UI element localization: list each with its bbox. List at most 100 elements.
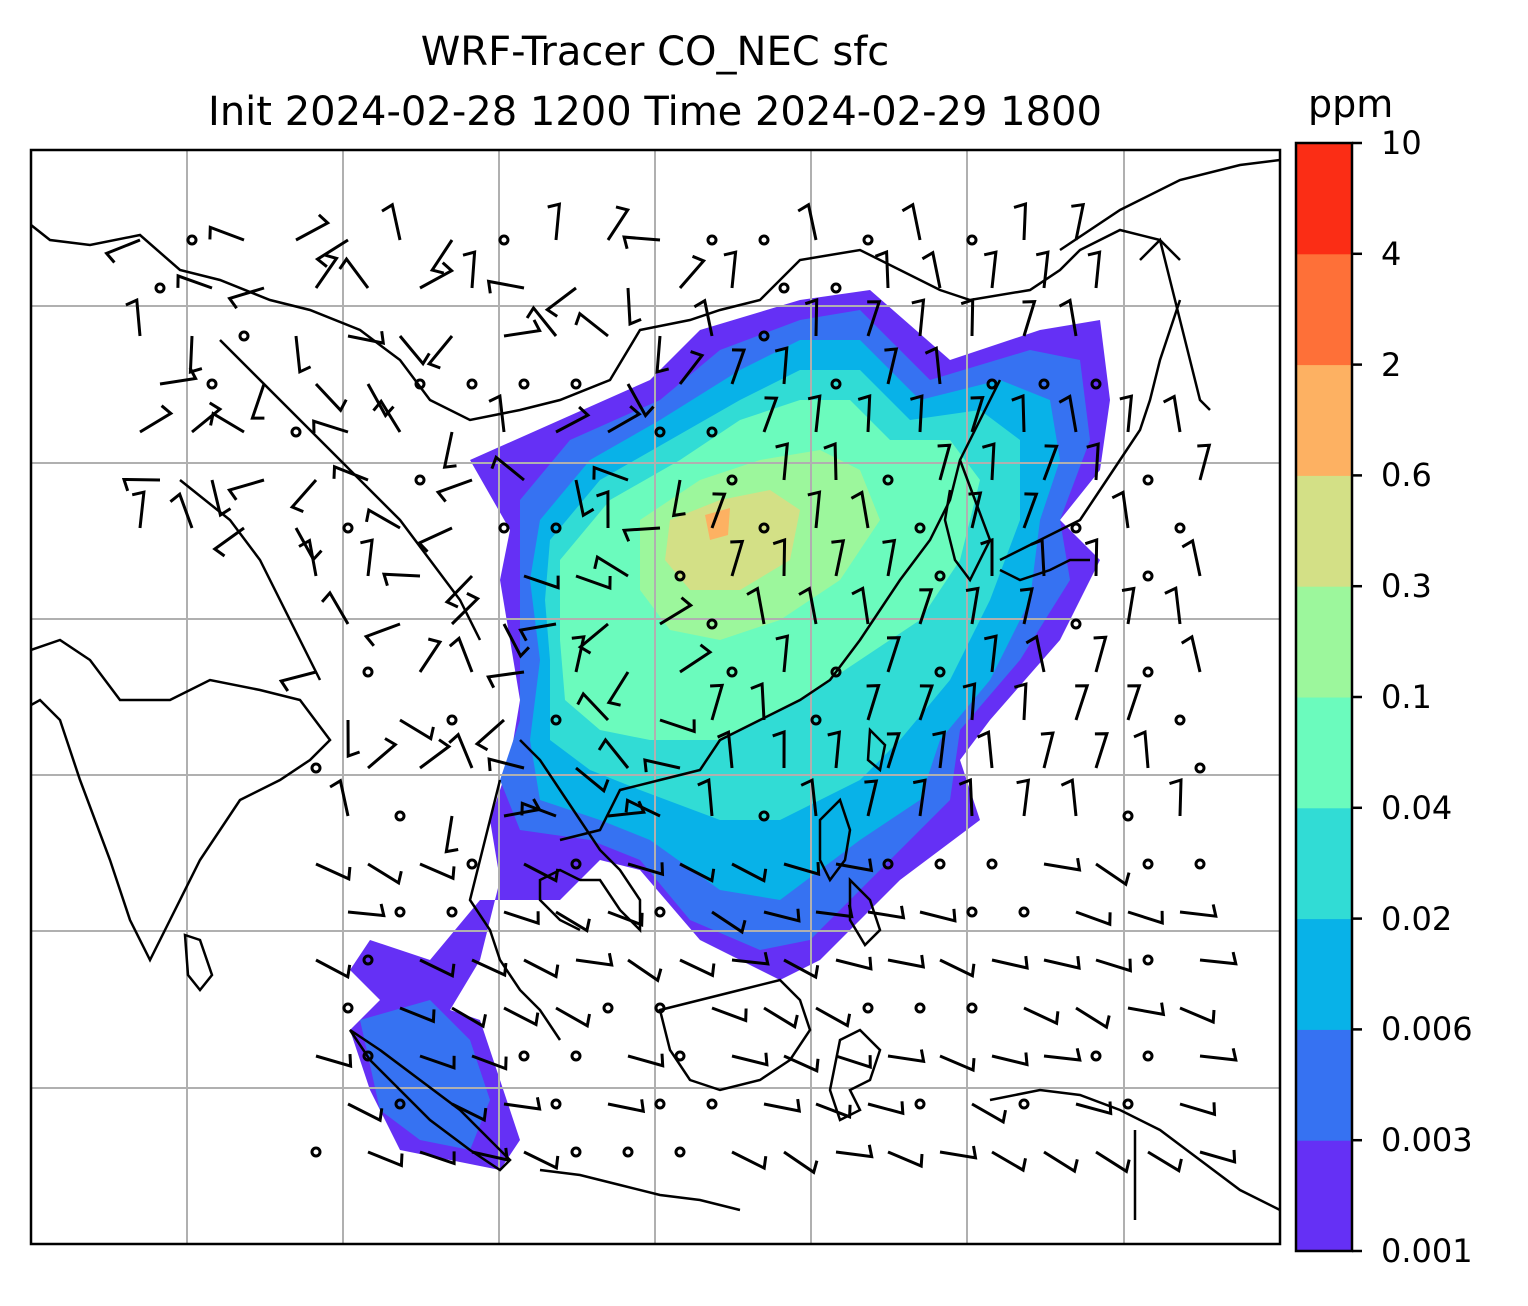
- wind-barb: [1022, 492, 1039, 529]
- wind-barb: [1075, 910, 1112, 927]
- wind-calm-marker: [310, 762, 322, 774]
- wind-barb: [523, 1150, 560, 1171]
- wind-calm-marker: [570, 378, 582, 390]
- wind-barb: [1086, 442, 1100, 481]
- wind-barb: [575, 574, 612, 591]
- wind-barb: [367, 737, 398, 770]
- wind-calm-marker: [466, 858, 478, 870]
- map-title-line2: Init 2024-02-28 1200 Time 2024-02-29 180…: [208, 89, 1102, 135]
- wind-barb: [763, 1098, 802, 1113]
- wind-calm-marker: [1142, 858, 1154, 870]
- wind-barb: [169, 491, 194, 529]
- wind-calm-marker: [154, 282, 166, 294]
- wind-barb: [314, 238, 349, 268]
- wind-calm-marker: [830, 666, 842, 678]
- wind-barb: [643, 758, 681, 773]
- wind-barb: [678, 350, 705, 385]
- colorbar-tick-label: 0.6: [1381, 456, 1432, 495]
- wind-barb: [474, 718, 505, 752]
- wind-barb: [606, 671, 630, 707]
- wind-calm-marker: [498, 522, 510, 534]
- wind-barb: [730, 539, 745, 577]
- wind-barb: [1162, 394, 1182, 433]
- wind-barb: [289, 479, 318, 513]
- wind-barb: [1084, 537, 1099, 577]
- wind-barb: [774, 346, 789, 385]
- colorbar-tick-label: 0.02: [1381, 899, 1453, 938]
- wind-barb: [693, 298, 714, 337]
- wind-barb: [416, 526, 453, 553]
- wind-barb: [607, 800, 647, 818]
- wind-barb: [962, 682, 977, 721]
- wind-barb: [1199, 1149, 1237, 1164]
- wind-calm-marker: [706, 426, 718, 438]
- wind-barb: [315, 862, 352, 882]
- wind-barb: [1111, 490, 1130, 529]
- wind-barb: [627, 1053, 665, 1068]
- wind-barb: [448, 635, 474, 673]
- wind-barb: [503, 910, 540, 926]
- wind-calm-marker: [570, 858, 582, 870]
- wind-calm-marker: [362, 954, 374, 966]
- colorbar-tick-label: 0.3: [1381, 567, 1432, 606]
- map-gridlines: [31, 150, 1280, 1244]
- wind-calm-marker: [914, 1002, 926, 1014]
- colorbar-segment: [1296, 1029, 1352, 1141]
- wind-barb: [1058, 298, 1078, 337]
- wind-barb: [429, 239, 454, 275]
- wind-barb: [965, 586, 980, 625]
- wind-calm-marker: [1038, 378, 1050, 390]
- colorbar-segment: [1296, 143, 1352, 255]
- colorbar-segment: [1296, 918, 1352, 1030]
- wind-barb: [1016, 778, 1031, 817]
- wind-barb: [525, 305, 558, 337]
- wind-barb: [1025, 634, 1046, 673]
- wind-barb: [490, 454, 525, 482]
- wind-barb: [772, 537, 787, 577]
- wind-calm-marker: [934, 858, 946, 870]
- wind-calm-marker: [1070, 522, 1082, 534]
- wind-calm-marker: [674, 1146, 686, 1158]
- wind-barb: [1095, 862, 1131, 887]
- wind-barb: [1133, 729, 1150, 769]
- wind-barb: [191, 401, 223, 434]
- wind-barb: [159, 367, 198, 386]
- wind-calm-marker: [310, 1146, 322, 1158]
- wind-calm-marker: [466, 378, 478, 390]
- wind-calm-marker: [758, 810, 770, 822]
- wind-barb: [471, 1054, 508, 1071]
- wind-barb: [731, 951, 770, 966]
- wind-barb: [1060, 777, 1078, 817]
- wind-barb: [1095, 1150, 1131, 1174]
- colorbar-tick-label: 0.1: [1381, 678, 1432, 716]
- wind-barb: [627, 862, 665, 877]
- wind-calm-marker: [414, 378, 426, 390]
- wind-barb: [1127, 910, 1164, 925]
- wind-barb: [1199, 1047, 1238, 1062]
- wind-barb: [730, 348, 747, 385]
- wind-barb: [399, 718, 435, 741]
- wind-barb: [597, 737, 630, 769]
- wind-barb: [918, 588, 934, 625]
- wind-calm-marker: [758, 522, 770, 534]
- wind-calm-marker: [1122, 1098, 1134, 1110]
- wind-calm-marker: [914, 1098, 926, 1110]
- wind-calm-marker: [290, 426, 302, 438]
- wind-barb: [419, 958, 456, 978]
- wind-barb: [716, 729, 734, 769]
- wind-barb: [970, 396, 985, 433]
- wind-barb: [329, 778, 350, 817]
- wind-barb: [710, 492, 727, 529]
- wind-calm-markers: [154, 234, 1206, 1158]
- colorbar-segment: [1296, 253, 1352, 366]
- wind-calm-marker: [1142, 954, 1154, 966]
- wind-barb: [1121, 586, 1136, 625]
- wind-calm-marker: [394, 906, 406, 918]
- wind-barb: [939, 1054, 976, 1073]
- wind-barb: [1043, 857, 1082, 872]
- wind-barb: [958, 777, 974, 817]
- wind-calm-marker: [914, 522, 926, 534]
- wind-barb: [867, 1101, 905, 1116]
- colorbar-tick-label: 0.001: [1381, 1232, 1473, 1270]
- wind-barb: [835, 858, 874, 873]
